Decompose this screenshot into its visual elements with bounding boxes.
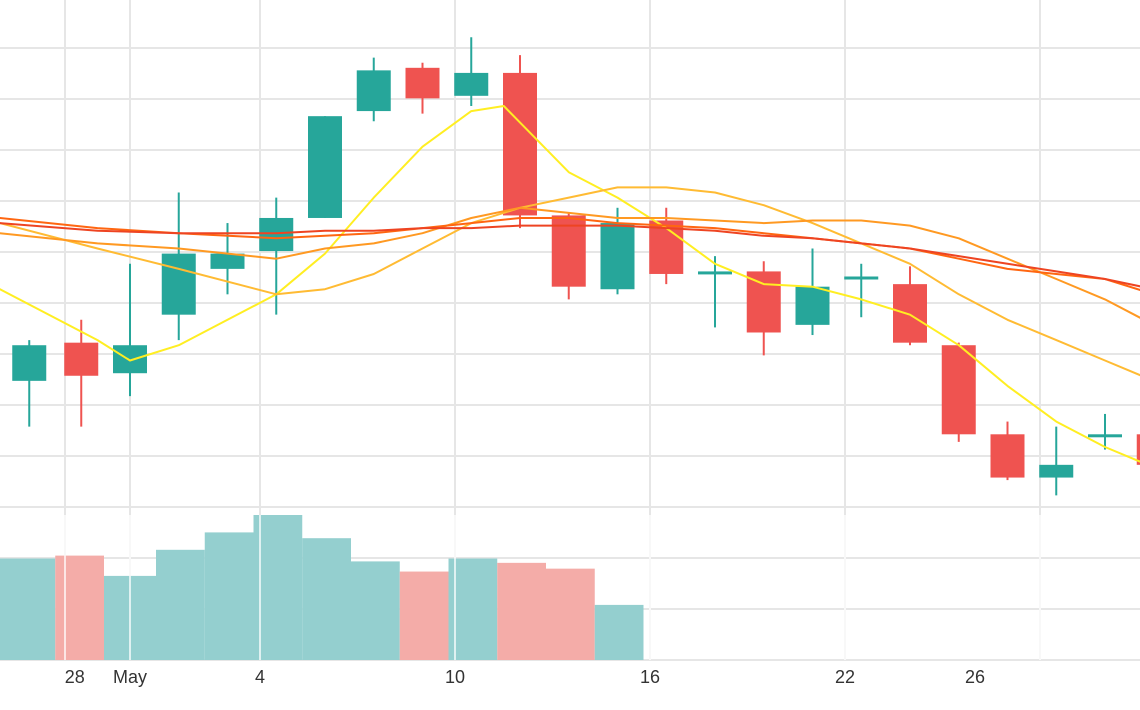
candle-body bbox=[600, 223, 635, 290]
candle-body bbox=[454, 72, 489, 96]
candle-body bbox=[503, 72, 537, 216]
volume-bar bbox=[204, 532, 254, 660]
candle-body bbox=[1039, 464, 1074, 478]
candle-body bbox=[64, 342, 99, 376]
moving-averages bbox=[0, 105, 1140, 463]
x-tick-label: 28 bbox=[65, 667, 85, 687]
volume-bar bbox=[448, 558, 498, 660]
volume-bars bbox=[0, 515, 1041, 660]
candle-body bbox=[356, 70, 391, 112]
candle-body bbox=[551, 215, 586, 287]
x-tick-label: 22 bbox=[835, 667, 855, 687]
volume-bar bbox=[302, 538, 351, 660]
candle-body bbox=[698, 271, 732, 275]
moving-average-line bbox=[0, 186, 1140, 377]
volume-bar bbox=[399, 571, 449, 660]
volume-bar bbox=[351, 561, 400, 660]
candle-body bbox=[1136, 434, 1140, 465]
volume-bar bbox=[497, 562, 546, 660]
x-tick-label: 16 bbox=[640, 667, 660, 687]
x-tick-label: 26 bbox=[965, 667, 985, 687]
x-tick-label: 4 bbox=[255, 667, 265, 687]
x-axis: 28 May 4 10 16 22 26 bbox=[65, 667, 985, 687]
candle-body bbox=[210, 253, 245, 269]
candle-body bbox=[113, 345, 147, 374]
candle-body bbox=[1088, 434, 1122, 438]
volume-bar bbox=[0, 558, 56, 660]
candle-body bbox=[893, 284, 927, 343]
moving-average-line bbox=[0, 222, 1140, 288]
moving-average-line bbox=[0, 217, 1140, 292]
volume-bar bbox=[156, 549, 205, 660]
candle-body bbox=[844, 276, 879, 280]
candle-body bbox=[405, 67, 440, 99]
candle-body bbox=[308, 116, 342, 218]
moving-average-line bbox=[0, 105, 1140, 463]
candles bbox=[12, 37, 1140, 496]
volume-bar bbox=[546, 568, 595, 660]
candle-body bbox=[990, 434, 1025, 478]
candle-body bbox=[746, 271, 781, 333]
candle-body bbox=[161, 253, 196, 315]
candle-body bbox=[795, 286, 830, 325]
candle-body bbox=[941, 345, 976, 435]
x-tick-label: 10 bbox=[445, 667, 465, 687]
volume-bar bbox=[253, 515, 303, 660]
moving-average-line bbox=[0, 206, 1140, 319]
candle-body bbox=[259, 217, 294, 252]
volume-bar bbox=[594, 604, 644, 660]
volume-bar bbox=[55, 555, 104, 660]
x-tick-label: May bbox=[113, 667, 147, 687]
candle-body bbox=[12, 345, 47, 381]
